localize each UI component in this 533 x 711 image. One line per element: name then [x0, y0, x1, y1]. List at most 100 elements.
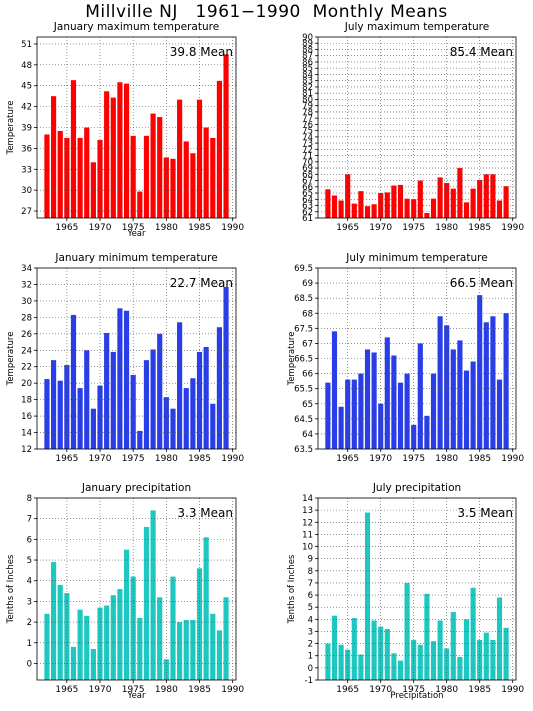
y-tick-label: 73 — [302, 139, 313, 149]
x-tick-label: 1985 — [188, 454, 211, 464]
x-tick-label: 1980 — [435, 685, 458, 695]
y-tick-label: 8 — [308, 567, 313, 577]
y-tick-label: 3 — [27, 597, 32, 607]
bar-1985 — [477, 295, 483, 449]
bar-1969 — [90, 162, 96, 218]
x-tick-label: 1990 — [501, 223, 524, 233]
y-tick-label: 75 — [302, 127, 313, 137]
bar-1972 — [391, 355, 397, 449]
y-tick-label: 68.5 — [294, 294, 313, 304]
bar-1965 — [345, 649, 351, 680]
y-tick-label: 12 — [302, 518, 313, 528]
bar-1988 — [216, 630, 223, 680]
y-axis-label: Tenths of Inches — [6, 554, 16, 624]
bar-1985 — [196, 99, 203, 218]
bar-1977 — [424, 213, 430, 218]
bar-1983 — [463, 370, 470, 449]
bar-1969 — [371, 204, 377, 218]
x-tick-label: 1970 — [89, 685, 112, 695]
x-tick-label: 1970 — [369, 685, 392, 695]
x-tick-label: 1975 — [402, 685, 425, 695]
x-tick-label: 1980 — [155, 685, 178, 695]
y-tick-label: 14 — [302, 494, 313, 504]
bar-1984 — [190, 378, 196, 449]
y-tick-label: 12 — [21, 445, 32, 455]
bar-1986 — [203, 537, 209, 680]
y-tick-label: 5 — [308, 603, 313, 613]
bar-1973 — [397, 184, 404, 218]
y-tick-label: 89 — [302, 39, 313, 49]
y-tick-label: 71 — [302, 152, 313, 162]
y-tick-label: 67 — [302, 339, 313, 349]
bar-1987 — [490, 639, 496, 680]
x-tick-label: 1965 — [55, 223, 78, 233]
x-tick-label: 1970 — [369, 454, 392, 464]
bar-1976 — [417, 343, 423, 449]
y-tick-label: 2 — [308, 640, 313, 650]
x-tick-label: 1985 — [468, 223, 491, 233]
bar-1970 — [97, 385, 103, 449]
bar-1980 — [444, 183, 450, 218]
y-tick-label: 81 — [302, 89, 313, 99]
y-tick-label: 13 — [302, 506, 313, 516]
bar-1974 — [123, 549, 130, 680]
bar-1985 — [477, 639, 483, 680]
bar-1981 — [170, 576, 176, 680]
bar-1972 — [110, 351, 116, 449]
x-tick-label: 1965 — [55, 685, 78, 695]
y-tick-label: 5 — [27, 556, 32, 566]
y-tick-label: 9 — [308, 555, 313, 565]
bar-1966 — [351, 618, 357, 680]
x-tick-label: 1990 — [221, 454, 244, 464]
bar-1974 — [404, 198, 410, 218]
bar-1972 — [391, 185, 397, 218]
bar-1972 — [391, 653, 397, 680]
y-tick-label: 7 — [308, 579, 313, 589]
bar-1962 — [325, 643, 331, 680]
y-tick-label: 28 — [21, 313, 32, 323]
x-tick-label: 1975 — [122, 454, 145, 464]
y-tick-label: 6 — [27, 535, 32, 545]
y-tick-label: 8 — [27, 494, 32, 504]
bar-1975 — [130, 135, 136, 218]
bar-1987 — [210, 613, 216, 680]
bar-1964 — [338, 644, 344, 680]
bar-1971 — [104, 332, 110, 449]
mean-label: 22.7 Mean — [170, 276, 233, 290]
bar-1982 — [177, 322, 183, 449]
y-tick-label: 65 — [302, 189, 313, 199]
y-tick-label: -1 — [305, 676, 313, 686]
x-axis-label: Year — [127, 229, 147, 239]
bar-1978 — [430, 373, 437, 449]
y-tick-label: 26 — [21, 330, 32, 340]
bar-1969 — [371, 620, 377, 680]
bar-1974 — [123, 310, 130, 449]
plot-frame — [317, 36, 517, 219]
y-tick-label: 85 — [302, 64, 313, 74]
page-title: Millville NJ 1961−1990 Monthly Means — [85, 2, 448, 22]
bar-1979 — [157, 333, 163, 449]
chart-title: January minimum temperature — [54, 252, 217, 264]
bar-1964 — [338, 200, 344, 218]
bar-1973 — [117, 308, 123, 449]
y-tick-label: 30 — [21, 297, 32, 307]
x-tick-label: 1970 — [369, 223, 392, 233]
bar-1969 — [90, 648, 96, 680]
x-tick-label: 1975 — [402, 223, 425, 233]
x-tick-label: 1975 — [122, 685, 145, 695]
y-tick-label: 16 — [21, 412, 32, 422]
bar-1962 — [44, 379, 50, 449]
y-tick-label: 3 — [308, 627, 313, 637]
x-tick-label: 1965 — [336, 454, 359, 464]
mean-label: 85.4 Mean — [450, 45, 513, 59]
y-tick-label: 63 — [302, 202, 313, 212]
y-tick-label: 72 — [302, 145, 313, 155]
bar-1967 — [77, 388, 83, 449]
bar-1978 — [150, 510, 156, 680]
bar-1963 — [331, 195, 338, 218]
bar-1978 — [430, 198, 437, 218]
bar-1984 — [190, 620, 196, 680]
x-tick-label: 1975 — [402, 454, 425, 464]
y-tick-label: 62 — [302, 208, 313, 218]
bar-1968 — [364, 512, 371, 680]
